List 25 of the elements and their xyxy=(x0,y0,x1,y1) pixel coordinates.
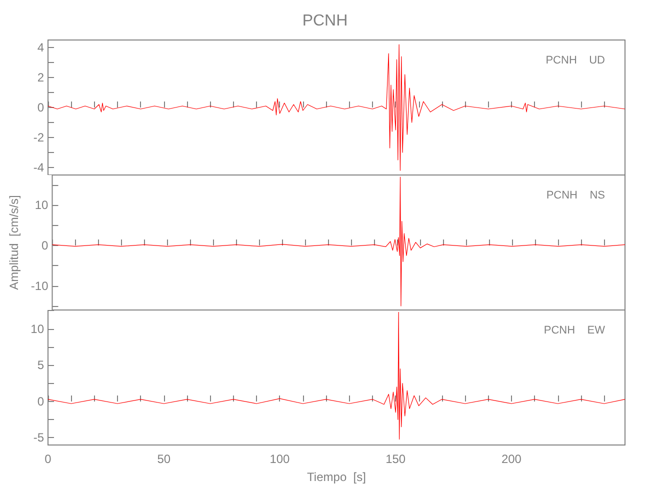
y-tick-label: 2 xyxy=(37,70,44,84)
x-tick-label: 50 xyxy=(157,452,171,466)
annotation: PCNH UD xyxy=(546,54,606,66)
annotation: PCNH NS xyxy=(546,190,606,202)
y-tick-label: 10 xyxy=(30,322,44,336)
x-tick-label: 200 xyxy=(501,452,522,466)
chart-title: PCNH xyxy=(302,12,348,30)
line-series xyxy=(52,176,626,306)
y-tick-label: 10 xyxy=(34,198,49,212)
annotation: PCNH EW xyxy=(544,324,606,336)
x-tick-label: 100 xyxy=(270,452,290,466)
y-tick-label: -4 xyxy=(33,160,44,174)
line-series xyxy=(48,312,626,440)
y-tick-label: -2 xyxy=(33,130,44,144)
y-tick-label: -5 xyxy=(33,430,44,445)
y-tick-label: 0 xyxy=(42,238,49,253)
y-tick-label: -10 xyxy=(30,278,49,293)
x-axis-title: Tiempo [s] xyxy=(307,470,366,484)
y-axis-title: Amplitud [cm/s/s] xyxy=(7,195,21,290)
y-tick-label: 4 xyxy=(37,40,44,54)
y-tick-label: 0 xyxy=(37,394,44,408)
y-tick-label: 0 xyxy=(37,100,44,114)
x-tick-label: 150 xyxy=(386,452,406,466)
line-series xyxy=(48,44,626,171)
y-tick-label: 5 xyxy=(37,358,44,372)
